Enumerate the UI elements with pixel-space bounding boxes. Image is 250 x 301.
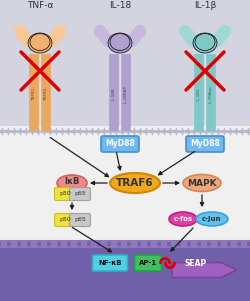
Text: IL-18RAP: IL-18RAP [124, 85, 128, 103]
Circle shape [171, 241, 177, 247]
Text: NF-κB: NF-κB [98, 260, 122, 266]
Text: TNFR2: TNFR2 [44, 87, 48, 101]
Bar [0, 241, 250, 301]
Circle shape [121, 241, 127, 247]
Text: SEAP: SEAP [185, 259, 207, 268]
Circle shape [61, 241, 67, 247]
Text: p50: p50 [59, 218, 71, 222]
FancyBboxPatch shape [186, 136, 224, 152]
Text: IL-18R: IL-18R [112, 88, 116, 100]
Circle shape [31, 241, 37, 247]
Circle shape [181, 241, 187, 247]
Text: TNFR1: TNFR1 [32, 87, 36, 101]
Bar [0, 126, 250, 246]
Ellipse shape [108, 33, 132, 53]
Circle shape [101, 241, 107, 247]
Circle shape [191, 241, 197, 247]
Circle shape [231, 241, 237, 247]
Circle shape [21, 241, 27, 247]
Text: IκB: IκB [64, 178, 80, 187]
Circle shape [111, 241, 117, 247]
FancyBboxPatch shape [92, 255, 128, 271]
Circle shape [11, 241, 17, 247]
Ellipse shape [110, 173, 160, 193]
Text: p65: p65 [74, 218, 86, 222]
Text: p50: p50 [59, 191, 71, 197]
Circle shape [1, 241, 7, 247]
Circle shape [161, 241, 167, 247]
FancyBboxPatch shape [70, 188, 90, 200]
Text: TRAF6: TRAF6 [116, 178, 154, 188]
Ellipse shape [169, 212, 197, 226]
Ellipse shape [183, 175, 221, 191]
Ellipse shape [193, 33, 217, 53]
Circle shape [201, 241, 207, 247]
Circle shape [141, 241, 147, 247]
FancyBboxPatch shape [134, 255, 162, 271]
Circle shape [151, 241, 157, 247]
Text: c-fos: c-fos [174, 216, 193, 222]
FancyBboxPatch shape [70, 213, 90, 226]
Circle shape [131, 241, 137, 247]
Ellipse shape [30, 33, 50, 51]
Circle shape [41, 241, 47, 247]
Ellipse shape [28, 33, 52, 53]
FancyBboxPatch shape [54, 213, 76, 226]
Text: MyD88: MyD88 [105, 139, 135, 148]
Text: IL-18: IL-18 [109, 2, 131, 11]
Ellipse shape [57, 175, 87, 191]
Text: IL-1RAcp: IL-1RAcp [209, 85, 213, 103]
Text: TNF-α: TNF-α [27, 2, 53, 11]
Circle shape [241, 241, 247, 247]
Text: IL-1β: IL-1β [194, 2, 216, 11]
Text: MAPK: MAPK [187, 178, 217, 188]
Text: MyD88: MyD88 [190, 139, 220, 148]
FancyBboxPatch shape [101, 136, 139, 152]
Text: IL-1R1: IL-1R1 [197, 88, 201, 100]
Text: c-Jun: c-Jun [202, 216, 222, 222]
Text: p65: p65 [74, 191, 86, 197]
Circle shape [211, 241, 217, 247]
Text: AP-1: AP-1 [139, 260, 157, 266]
Circle shape [91, 241, 97, 247]
Ellipse shape [196, 212, 228, 226]
Ellipse shape [195, 33, 215, 51]
Circle shape [221, 241, 227, 247]
Bar [0, 0, 250, 131]
FancyBboxPatch shape [54, 188, 76, 200]
FancyArrow shape [172, 262, 237, 278]
Ellipse shape [110, 33, 130, 51]
Circle shape [81, 241, 87, 247]
Circle shape [51, 241, 57, 247]
Circle shape [71, 241, 77, 247]
